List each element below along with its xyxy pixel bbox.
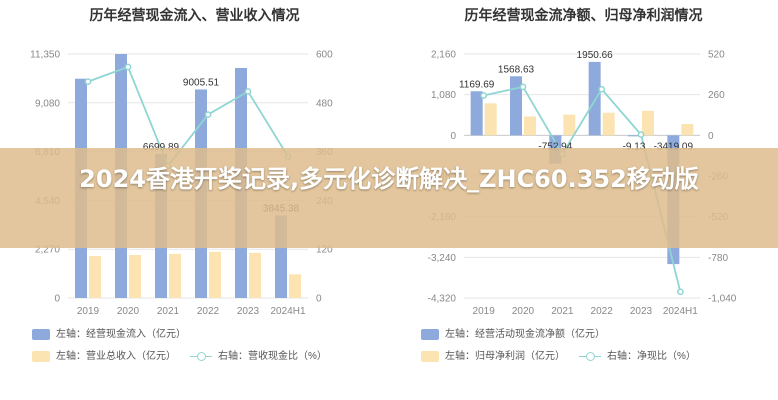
banner-text: 2024香港开奖记录,多元化诊断解决_ZHC60.352移动版 xyxy=(79,165,699,193)
y-right-tick-label: 480 xyxy=(316,98,333,109)
legend-label: 左轴：经营现金流入（亿元） xyxy=(56,329,186,340)
legend-item: 左轴：经营现金流入（亿元） xyxy=(32,328,186,342)
y-right-tick-label: -1,040 xyxy=(708,294,737,305)
chart-title: 历年经营现金流净额、归母净利润情况 xyxy=(464,7,703,23)
bar xyxy=(470,91,483,136)
bar xyxy=(209,251,221,298)
legend-item: 右轴：净现比（%） xyxy=(579,350,696,364)
y-right-tick-label: 0 xyxy=(316,294,322,305)
line-point xyxy=(244,88,252,95)
y-left-tick-label: 9,080 xyxy=(35,98,60,109)
data-label: -752.94 xyxy=(538,141,572,152)
bar xyxy=(563,114,576,136)
x-tick-label: 2023 xyxy=(237,306,260,317)
line-point xyxy=(204,111,212,118)
legend-label: 左轴：归母净利润（亿元） xyxy=(445,351,565,362)
data-label: 9005.51 xyxy=(183,77,220,88)
x-tick-label: 2022 xyxy=(591,306,614,317)
x-tick-label: 2021 xyxy=(157,306,180,317)
y-right-tick-label: 520 xyxy=(708,50,725,61)
bar xyxy=(524,116,536,136)
legend-item: 左轴：归母净利润（亿元） xyxy=(421,350,565,364)
line-point xyxy=(84,78,92,86)
legend-row: 左轴：经营活动现金流净额（亿元） xyxy=(421,328,619,342)
x-tick-label: 2024H1 xyxy=(270,306,305,317)
bar xyxy=(588,61,601,136)
y-right-tick-label: 260 xyxy=(708,90,725,101)
bar xyxy=(289,274,301,298)
legend-row: 左轴：经营现金流入（亿元） xyxy=(32,328,200,342)
data-label: 1568.63 xyxy=(498,64,535,75)
y-left-tick-label: 2,160 xyxy=(431,50,456,61)
bar xyxy=(510,76,522,136)
y-left-tick-label: 0 xyxy=(54,294,60,305)
legend-swatch xyxy=(421,328,439,340)
data-label: 1950.66 xyxy=(577,50,614,61)
x-tick-label: 2020 xyxy=(512,306,535,317)
y-left-tick-label: -3,240 xyxy=(428,253,457,264)
legend-label: 右轴：净现比（%） xyxy=(607,351,696,362)
legend-swatch xyxy=(421,350,439,362)
line-point xyxy=(637,131,645,138)
legend-row: 左轴：营业总收入（亿元） 右轴：营收现金比（%） xyxy=(32,350,341,364)
legend-item: 左轴：营业总收入（亿元） xyxy=(32,350,176,364)
y-right-tick-label: 600 xyxy=(316,50,333,61)
bar xyxy=(484,103,497,136)
data-label: -9.13 xyxy=(623,141,646,152)
line-point xyxy=(480,92,488,99)
data-label: 6699.89 xyxy=(143,142,180,153)
line-point xyxy=(124,63,132,71)
legend-swatch xyxy=(32,350,50,362)
y-left-tick-label: 2,270 xyxy=(35,245,60,256)
bar xyxy=(681,124,694,136)
watermark-banner xyxy=(0,148,778,248)
y-left-tick-label: 1,080 xyxy=(431,90,456,101)
legend-item: 右轴：营收现金比（%） xyxy=(190,350,327,364)
bar xyxy=(602,112,615,136)
chart-title: 历年经营现金流入、营业收入情况 xyxy=(89,7,300,23)
data-label: 1169.69 xyxy=(459,79,495,90)
legend-row: 左轴：归母净利润（亿元） 右轴：净现比（%） xyxy=(421,350,710,364)
legend-swatch xyxy=(32,328,50,340)
x-tick-label: 2022 xyxy=(197,306,220,317)
y-right-tick-label: -780 xyxy=(708,253,728,264)
legend-swatch xyxy=(579,351,601,362)
legend-label: 左轴：经营活动现金流净额（亿元） xyxy=(445,329,605,340)
legend-item: 左轴：经营活动现金流净额（亿元） xyxy=(421,328,605,342)
line-point xyxy=(519,83,527,91)
x-tick-label: 2021 xyxy=(551,306,574,317)
legend-label: 右轴：营收现金比（%） xyxy=(218,351,327,362)
bar xyxy=(89,256,101,298)
legend-swatch xyxy=(190,351,212,362)
y-left-tick-label: 0 xyxy=(450,131,456,142)
x-tick-label: 2020 xyxy=(117,306,140,317)
bar xyxy=(628,135,640,137)
bar xyxy=(169,253,181,298)
x-tick-label: 2024H1 xyxy=(663,306,698,317)
bar xyxy=(129,255,141,298)
line-point xyxy=(598,85,606,93)
y-left-tick-label: 11,350 xyxy=(30,50,60,61)
y-right-tick-label: 120 xyxy=(316,245,333,256)
bar xyxy=(249,252,261,298)
line-point xyxy=(676,288,684,296)
bar xyxy=(642,110,654,136)
x-tick-label: 2023 xyxy=(630,306,653,317)
x-tick-label: 2019 xyxy=(77,306,100,317)
y-right-tick-label: 0 xyxy=(708,131,714,142)
legend-label: 左轴：营业总收入（亿元） xyxy=(56,351,176,362)
y-left-tick-label: -4,320 xyxy=(428,294,457,305)
data-label: -3419.09 xyxy=(654,141,694,152)
series-line xyxy=(87,65,289,168)
x-tick-label: 2019 xyxy=(473,306,496,317)
